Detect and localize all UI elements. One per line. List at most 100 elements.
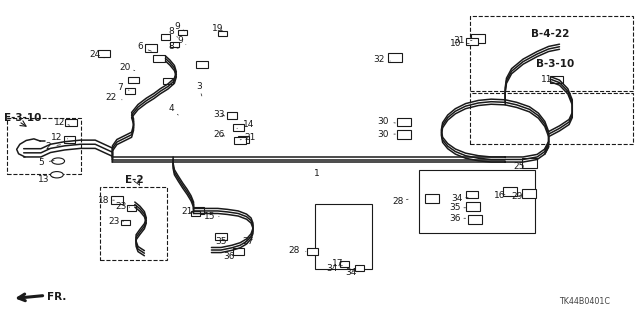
Bar [466, 38, 478, 45]
Text: 5: 5 [38, 158, 54, 167]
Bar [470, 16, 633, 91]
Bar [503, 187, 517, 196]
Circle shape [51, 172, 63, 178]
Text: 1: 1 [314, 169, 320, 178]
Bar [121, 219, 130, 225]
Text: 23: 23 [109, 217, 124, 226]
Bar [237, 136, 249, 143]
Bar [154, 55, 165, 62]
Bar [125, 88, 135, 94]
Text: 17: 17 [332, 259, 343, 268]
Bar [307, 248, 318, 255]
Bar [227, 113, 237, 119]
Text: 24: 24 [90, 49, 104, 59]
Bar [145, 44, 157, 51]
Circle shape [52, 158, 65, 164]
Bar [397, 130, 412, 138]
Bar [218, 31, 227, 36]
Text: 34: 34 [452, 194, 468, 203]
Bar [99, 50, 110, 56]
Bar [470, 93, 633, 144]
Text: 35: 35 [215, 237, 227, 246]
Text: 9: 9 [177, 36, 186, 45]
Text: 9: 9 [175, 22, 184, 31]
Bar [315, 204, 372, 269]
Text: 33: 33 [213, 110, 225, 119]
Text: E-2: E-2 [125, 175, 144, 185]
Text: 29: 29 [511, 191, 522, 201]
Bar [196, 61, 207, 68]
Text: 28: 28 [289, 247, 306, 256]
Bar [161, 34, 170, 40]
Text: 34: 34 [326, 263, 342, 273]
Text: 35: 35 [450, 203, 466, 212]
Bar [129, 77, 139, 83]
Bar [419, 170, 535, 233]
Text: 4: 4 [169, 104, 178, 115]
Bar [467, 215, 481, 224]
Text: 2: 2 [46, 142, 61, 151]
Text: 30: 30 [377, 130, 396, 138]
Text: E-3-10: E-3-10 [4, 113, 41, 122]
Text: 36: 36 [450, 214, 466, 223]
Text: 19: 19 [212, 24, 223, 33]
Text: 22: 22 [105, 93, 122, 102]
Text: 20: 20 [120, 63, 135, 72]
Bar [100, 187, 167, 260]
Text: 26: 26 [213, 130, 225, 139]
Bar [550, 76, 563, 83]
Text: 11: 11 [541, 75, 552, 84]
Text: 18: 18 [99, 196, 115, 205]
Bar [178, 30, 187, 35]
Text: 36: 36 [223, 252, 235, 261]
Bar [163, 78, 173, 84]
Bar [215, 233, 227, 240]
Text: 10: 10 [450, 39, 469, 48]
Bar [466, 191, 478, 198]
Bar [65, 119, 77, 125]
Text: 15: 15 [204, 211, 219, 220]
Bar [127, 205, 136, 211]
Bar [7, 118, 81, 174]
Bar [355, 265, 364, 271]
Bar [397, 118, 412, 126]
Bar [522, 189, 536, 198]
Text: 34: 34 [345, 268, 356, 277]
Bar [425, 194, 439, 203]
Bar [193, 207, 204, 214]
Bar [232, 124, 244, 131]
Text: 31: 31 [454, 36, 472, 45]
Bar [234, 137, 246, 144]
Bar [111, 196, 124, 204]
Text: 21: 21 [182, 207, 193, 216]
Bar [232, 248, 244, 255]
Text: 8: 8 [168, 27, 177, 37]
Text: B-4-22: B-4-22 [531, 29, 569, 39]
Text: 32: 32 [373, 55, 390, 64]
Text: 3: 3 [196, 82, 202, 96]
Text: 14: 14 [237, 120, 254, 129]
Text: 7: 7 [117, 83, 129, 92]
Bar [64, 136, 76, 143]
Bar [170, 42, 179, 48]
Bar [467, 202, 480, 211]
Text: 12: 12 [51, 133, 68, 142]
Text: 21: 21 [240, 133, 255, 142]
Text: 25: 25 [513, 162, 525, 171]
Bar [522, 158, 537, 168]
Text: B-3-10: B-3-10 [536, 59, 574, 69]
Text: 23: 23 [115, 202, 130, 211]
Text: 12: 12 [54, 117, 70, 127]
Bar [191, 211, 200, 216]
Text: 16: 16 [494, 190, 506, 200]
Text: TK44B0401C: TK44B0401C [559, 297, 611, 306]
Text: 27: 27 [243, 237, 254, 246]
Bar [340, 262, 349, 267]
Text: 6: 6 [137, 42, 152, 51]
Bar [388, 53, 403, 62]
Text: 30: 30 [377, 117, 396, 126]
Bar [471, 34, 485, 43]
Text: 13: 13 [38, 175, 53, 184]
Text: 8: 8 [168, 42, 178, 51]
Text: FR.: FR. [47, 292, 66, 302]
